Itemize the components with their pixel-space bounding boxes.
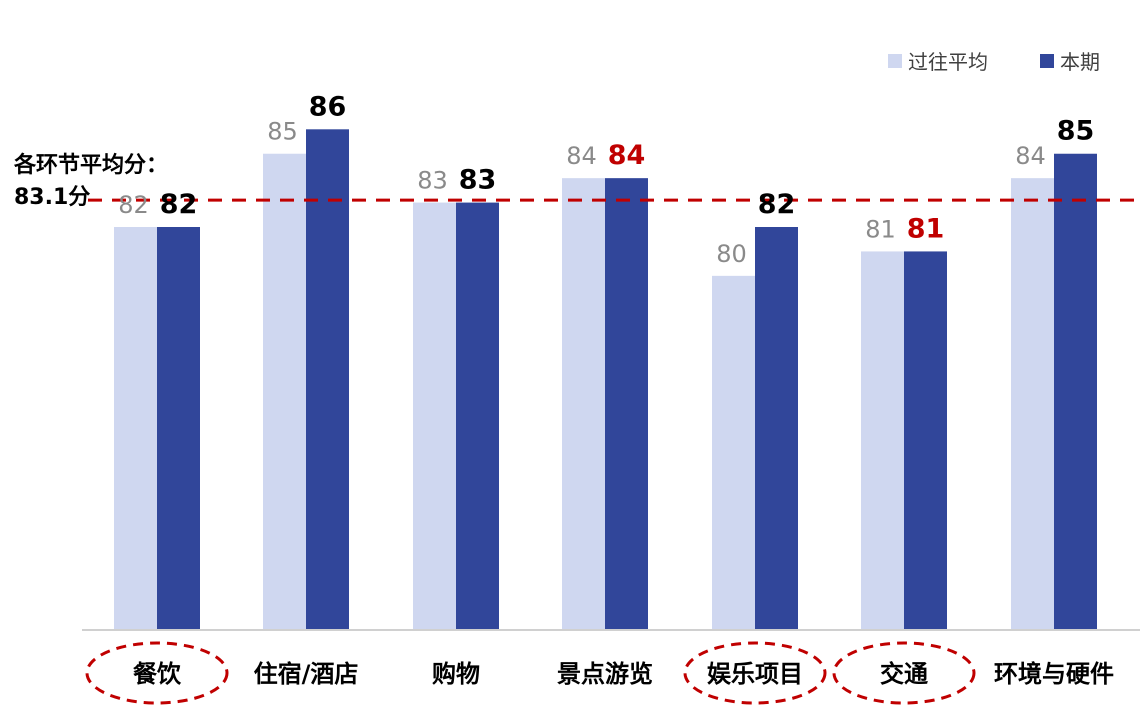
bar-current-1: [306, 129, 349, 630]
legend-label-past-average: 过往平均: [908, 50, 988, 74]
value-label-past-average-0: 82: [118, 191, 149, 219]
legend-swatch-past-average: [888, 54, 902, 68]
category-label-3: 景点游览: [557, 660, 653, 688]
value-label-current-3: 84: [608, 140, 646, 171]
highlight-circle-0: [85, 641, 229, 705]
value-label-current-1: 86: [309, 91, 347, 122]
bar-past-average-6: [1011, 178, 1054, 630]
bar-past-average-5: [861, 251, 904, 630]
average-label-line1: 各环节平均分：: [13, 152, 168, 178]
value-label-past-average-3: 84: [566, 142, 597, 170]
value-label-past-average-5: 81: [865, 215, 896, 243]
value-label-past-average-4: 80: [716, 240, 747, 268]
value-label-current-5: 81: [907, 213, 945, 244]
category-label-2: 购物: [432, 660, 480, 688]
bar-current-6: [1054, 153, 1097, 630]
legend: 过往平均 本期: [888, 50, 1100, 74]
bar-current-2: [456, 202, 499, 631]
highlight-circle-5: [832, 641, 976, 705]
category-label-4: 娱乐项目: [707, 660, 803, 688]
bar-current-5: [904, 251, 947, 630]
value-label-past-average-6: 84: [1015, 142, 1046, 170]
value-label-current-2: 83: [459, 165, 497, 196]
average-label-line2: 83.1分: [14, 185, 90, 210]
value-label-current-4: 82: [758, 189, 796, 220]
bar-current-4: [755, 227, 798, 630]
highlight-circle-4: [683, 641, 827, 705]
bar-past-average-1: [263, 153, 306, 630]
bar-past-average-2: [413, 202, 456, 631]
legend-swatch-current: [1040, 54, 1054, 68]
value-label-current-6: 85: [1057, 116, 1095, 147]
bar-past-average-3: [562, 178, 605, 630]
legend-label-current: 本期: [1060, 50, 1100, 74]
value-label-past-average-2: 83: [417, 167, 448, 195]
bar-past-average-0: [114, 227, 157, 630]
category-label-1: 住宿/酒店: [254, 660, 359, 688]
category-label-0: 餐饮: [133, 660, 182, 688]
bar-current-3: [605, 178, 648, 630]
bar-current-0: [157, 227, 200, 630]
value-labels-layer: 82 82 85 86 83 83 84 84 80 82 81 81 84 85: [118, 91, 1094, 268]
value-label-past-average-1: 85: [267, 118, 298, 146]
bar-past-average-4: [712, 275, 755, 630]
category-label-5: 交通: [880, 660, 928, 688]
category-labels-layer: 餐饮 住宿/酒店 购物 景点游览 娱乐项目 交通 环境与硬件: [85, 641, 1114, 705]
bars-layer: [114, 129, 1097, 631]
category-label-6: 环境与硬件: [994, 660, 1114, 688]
value-label-current-0: 82: [160, 189, 198, 220]
